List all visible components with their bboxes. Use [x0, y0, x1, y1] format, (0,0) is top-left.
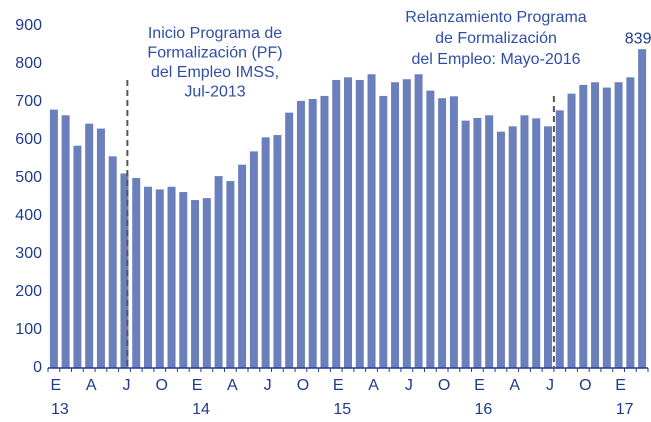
bar: [73, 145, 82, 368]
bar: [367, 74, 376, 368]
bar: [132, 178, 141, 368]
bar: [520, 115, 529, 368]
x-year-label: 16: [475, 401, 493, 418]
x-tick-label: E: [615, 377, 626, 394]
bar: [544, 126, 552, 368]
x-tick-label: J: [264, 377, 272, 394]
bar: [614, 82, 623, 369]
bar: [591, 82, 600, 369]
bar: [414, 74, 423, 368]
annotation: Formalización (PF): [147, 45, 282, 62]
bar: [379, 95, 388, 369]
bar: [226, 181, 235, 368]
y-tick-label: 0: [33, 359, 42, 376]
y-tick-label: 200: [15, 283, 42, 300]
bar: [402, 79, 411, 368]
x-year-label: 14: [192, 401, 210, 418]
bar: [261, 137, 270, 368]
bar: [449, 96, 458, 369]
y-tick-label: 300: [15, 245, 42, 262]
bar: [249, 151, 258, 368]
x-tick-label: A: [368, 377, 379, 394]
bar: [191, 200, 200, 368]
x-year-label: 17: [616, 401, 634, 418]
annotation: Relanzamiento Programa: [405, 9, 587, 26]
bar: [532, 118, 541, 368]
annotation: del Empleo: Mayo-2016: [412, 51, 581, 68]
bar: [320, 95, 329, 369]
annotation: Jul-2013: [184, 84, 245, 101]
bar: [391, 82, 400, 369]
bar: [49, 109, 58, 368]
bar: [496, 131, 505, 368]
x-tick-label: E: [192, 377, 203, 394]
bar: [555, 110, 564, 369]
bar: [355, 79, 364, 369]
y-tick-label: 800: [15, 55, 42, 72]
bar: [638, 49, 647, 369]
bar: [214, 176, 223, 368]
x-tick-label: J: [122, 377, 130, 394]
bar: [438, 98, 447, 368]
bar: [96, 128, 105, 368]
y-tick-label: 100: [15, 321, 42, 338]
bar: [332, 79, 341, 369]
bar: [426, 90, 435, 368]
y-tick-label: 400: [15, 207, 42, 224]
bar: [579, 84, 588, 369]
bar: [120, 173, 129, 368]
bar: [144, 186, 152, 368]
bar: [602, 87, 611, 368]
annotation: del Empleo IMSS,: [151, 64, 279, 81]
x-year-label: 15: [333, 401, 351, 418]
bar: [108, 156, 117, 368]
y-tick-label: 900: [15, 17, 42, 34]
x-tick-label: A: [227, 377, 238, 394]
x-tick-label: O: [156, 377, 168, 394]
x-tick-label: J: [405, 377, 413, 394]
bar: [567, 93, 576, 368]
y-tick-label: 700: [15, 93, 42, 110]
x-tick-label: A: [509, 377, 520, 394]
x-tick-label: O: [297, 377, 309, 394]
y-tick-label: 600: [15, 131, 42, 148]
annotation: de Formalización: [435, 30, 557, 47]
bar: [167, 186, 176, 368]
bar: [61, 115, 70, 368]
x-tick-label: E: [333, 377, 344, 394]
x-tick-label: O: [438, 377, 450, 394]
x-tick-label: J: [546, 377, 554, 394]
annotation: Inicio Programa de: [148, 25, 282, 42]
bar: [461, 120, 470, 369]
bar: [238, 164, 247, 368]
bar: [308, 98, 317, 369]
x-year-label: 13: [51, 401, 69, 418]
bar: [85, 123, 94, 368]
bar: [508, 126, 517, 368]
bar: [296, 100, 305, 369]
bar: [285, 112, 294, 368]
bar: [179, 192, 188, 368]
bar: [155, 189, 164, 368]
bar: [485, 115, 494, 368]
x-tick-label: A: [86, 377, 97, 394]
bar: [473, 117, 482, 369]
value-label: 839: [625, 30, 651, 47]
y-tick-label: 500: [15, 169, 42, 186]
x-tick-label: E: [51, 377, 62, 394]
bar: [344, 77, 352, 369]
x-tick-label: O: [579, 377, 591, 394]
bar: [202, 198, 211, 368]
bar: [273, 135, 282, 368]
bar: [626, 77, 635, 369]
x-tick-label: E: [474, 377, 485, 394]
